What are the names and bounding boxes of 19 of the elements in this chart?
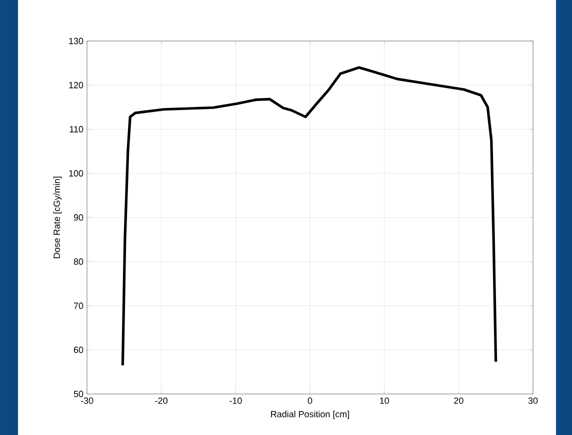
x-tick-label: -30	[80, 398, 94, 404]
x-tick-label: 10	[380, 398, 389, 404]
x-tick-label: -10	[230, 398, 242, 404]
y-tick-label: 90	[74, 214, 84, 221]
y-tick-label: 130	[69, 38, 84, 44]
y-tick-label: 60	[74, 346, 84, 354]
line-series	[121, 66, 498, 367]
y-tick-label: 70	[74, 302, 84, 309]
y-axis-title: Dose Rate [cGy/min]	[53, 176, 62, 258]
x-tick-label: -20	[155, 398, 168, 404]
y-tick-label: 100	[69, 170, 84, 177]
x-tick-label: 30	[528, 398, 538, 404]
y-tick-label: 120	[69, 82, 84, 88]
x-axis-title: Radial Position [cm]	[271, 410, 349, 420]
y-tick-label: 110	[70, 126, 84, 132]
y-tick-label: 50	[74, 390, 84, 398]
y-tick-label: 80	[74, 258, 84, 265]
x-tick-label: 20	[454, 398, 464, 404]
x-tick-label: 0	[308, 398, 312, 404]
